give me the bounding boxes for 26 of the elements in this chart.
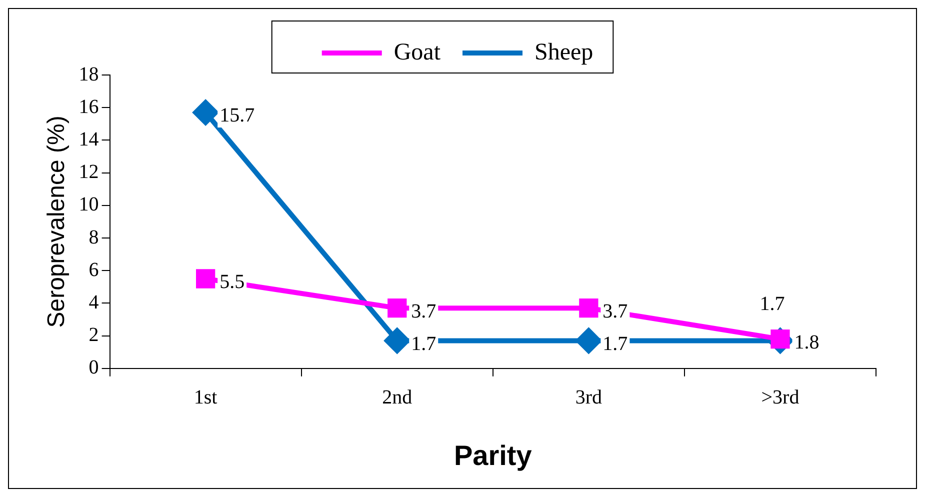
data-label: 1.8 [794, 331, 820, 354]
y-tick-label: 16 [78, 96, 99, 118]
legend-label: Sheep [534, 39, 594, 66]
data-label: 1.7 [411, 332, 436, 355]
y-tick-label: 0 [88, 356, 99, 379]
y-axis-title: Seroprevalence (%) [43, 116, 70, 328]
y-tick-label: 14 [78, 128, 99, 150]
x-tick-label: 3rd [575, 386, 602, 409]
data-label: 3.7 [411, 300, 436, 322]
y-tick-label: 18 [78, 63, 99, 86]
data-label: 1.7 [602, 332, 628, 355]
y-tick-label: 6 [88, 258, 99, 281]
legend-label: Goat [394, 39, 441, 66]
y-tick-label: 12 [78, 161, 99, 184]
data-label: 5.5 [220, 271, 245, 293]
data-label: 15.7 [220, 104, 255, 127]
x-tick-label: 1st [194, 386, 218, 409]
y-tick-label: 2 [88, 324, 99, 346]
data-label: 3.7 [602, 300, 628, 322]
data-label: 1.7 [760, 292, 785, 315]
x-axis-title: Parity [454, 440, 532, 471]
y-tick-label: 10 [78, 194, 99, 216]
y-tick-label: 4 [88, 291, 99, 314]
x-tick-label: >3rd [761, 386, 800, 409]
y-tick-label: 8 [88, 226, 99, 248]
x-tick-label: 2nd [382, 386, 412, 409]
